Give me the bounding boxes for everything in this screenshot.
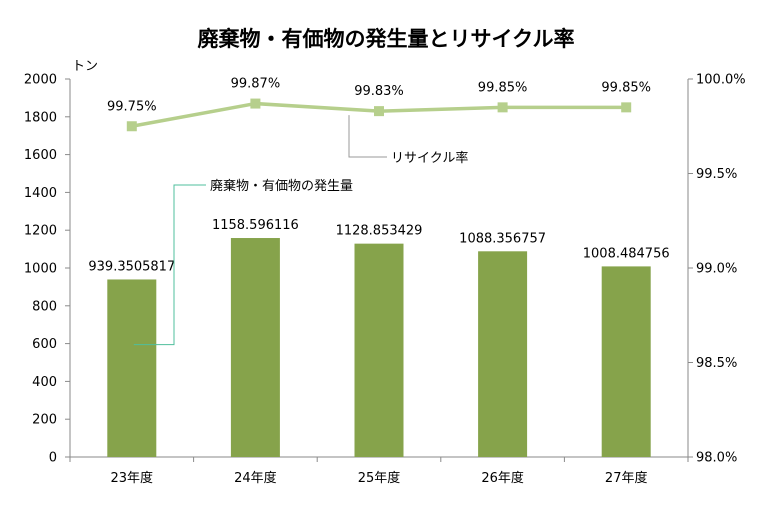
y-left-tick-label: 200 [32, 413, 57, 428]
y-right-tick-label: 100.0% [696, 73, 746, 88]
y-right-tick-label: 98.0% [696, 451, 737, 466]
bar-data-label: 1128.853429 [336, 224, 423, 239]
x-tick-label: 23年度 [111, 470, 154, 486]
bar [601, 266, 651, 457]
line-data-label: 99.83% [354, 84, 404, 99]
line-point [497, 102, 508, 113]
y-right-tick-label: 99.5% [696, 167, 737, 182]
bar-data-label: 1088.356757 [459, 231, 546, 246]
y-left-tick-label: 1000 [24, 262, 57, 277]
y-left-tick-label: 0 [49, 451, 57, 466]
line-data-label: 99.87% [231, 77, 281, 92]
y-left-tick-label: 1800 [24, 110, 57, 125]
bar-series-legend-label: 廃棄物・有価物の発生量 [210, 178, 353, 194]
bar [354, 243, 404, 457]
bar [107, 279, 157, 457]
x-tick-label: 26年度 [481, 470, 524, 486]
bar [478, 251, 528, 457]
y-left-tick-label: 1200 [24, 224, 57, 239]
y-left-tick-label: 1400 [24, 186, 57, 201]
line-data-label: 99.85% [601, 80, 651, 95]
x-tick-label: 27年度 [605, 470, 648, 486]
x-tick-label: 25年度 [358, 470, 401, 486]
y-left-tick-label: 2000 [24, 73, 57, 88]
line-point [250, 98, 261, 109]
y-right-tick-label: 98.5% [696, 356, 737, 371]
line-series-legend-label: リサイクル率 [391, 150, 468, 166]
line-data-label: 99.85% [478, 80, 528, 95]
y-left-tick-label: 800 [32, 299, 57, 314]
y-left-tick-label: 400 [32, 375, 57, 390]
line-series-callout-line [348, 115, 387, 158]
bar-data-label: 939.3505817 [88, 259, 175, 274]
line-point [621, 102, 632, 113]
bar-data-label: 1008.484756 [583, 246, 670, 261]
x-tick-label: 24年度 [234, 470, 277, 486]
y-left-tick-label: 600 [32, 337, 57, 352]
y-left-tick-label: 1600 [24, 148, 57, 163]
line-point [374, 106, 384, 117]
bar-data-label: 1158.596116 [212, 218, 299, 233]
line-point [126, 121, 137, 132]
line-data-label: 99.75% [107, 99, 157, 114]
y-left-unit-label: トン [72, 59, 98, 74]
chart-title: 廃棄物・有価物の発生量とリサイクル率 [198, 27, 575, 51]
y-right-tick-label: 99.0% [696, 262, 737, 277]
bar [230, 238, 280, 457]
bar-series-callout-line [133, 184, 206, 346]
